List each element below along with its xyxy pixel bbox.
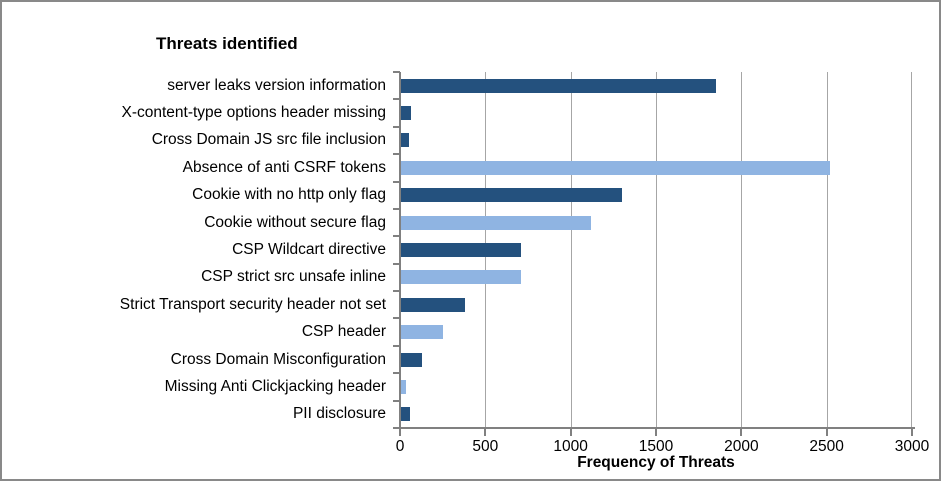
x-axis-tick-label: 500 bbox=[472, 438, 499, 455]
bar-row bbox=[400, 127, 912, 154]
category-label: CSP header bbox=[301, 323, 386, 341]
y-axis-tick bbox=[393, 207, 400, 210]
category-label: Strict Transport security header not set bbox=[119, 295, 386, 313]
bar-row bbox=[400, 264, 912, 291]
category-label: Absence of anti CSRF tokens bbox=[182, 158, 386, 176]
category-label: Cookie with no http only flag bbox=[192, 186, 386, 204]
y-axis-tick bbox=[393, 235, 400, 238]
x-axis-tick bbox=[911, 429, 913, 436]
x-axis-tick bbox=[569, 429, 572, 436]
chart-title: Threats identified bbox=[156, 34, 298, 53]
gridline-3000 bbox=[911, 72, 912, 428]
category-label: Missing Anti Clickjacking header bbox=[164, 377, 386, 395]
category-label: Cross Domain JS src file inclusion bbox=[151, 131, 386, 149]
bar-row bbox=[400, 182, 912, 209]
y-axis-tick bbox=[393, 153, 400, 156]
gridline-2500 bbox=[826, 72, 828, 428]
x-axis-title: Frequency of Threats bbox=[577, 454, 735, 471]
bar-row bbox=[400, 346, 912, 373]
bar-8 bbox=[400, 270, 522, 285]
y-axis-tick bbox=[393, 372, 400, 375]
y-axis-ticks bbox=[393, 71, 400, 429]
bar-10 bbox=[400, 325, 443, 340]
gridline-1000 bbox=[570, 72, 572, 428]
x-axis-tick-label: 1000 bbox=[553, 438, 588, 455]
x-axis-tick-label: 2000 bbox=[724, 438, 759, 455]
category-label: PII disclosure bbox=[292, 405, 386, 423]
bar-5 bbox=[400, 188, 622, 203]
bar-row bbox=[400, 401, 912, 428]
category-label: CSP Wildcart directive bbox=[232, 241, 386, 259]
y-axis-tick bbox=[393, 98, 400, 101]
bar-13 bbox=[400, 407, 411, 422]
y-axis-tick bbox=[393, 317, 400, 320]
y-axis-tick bbox=[393, 427, 400, 429]
bar-row bbox=[400, 72, 912, 99]
bar-row bbox=[400, 99, 912, 126]
x-axis-tick bbox=[655, 429, 657, 436]
y-axis-tick bbox=[393, 262, 400, 265]
bar-6 bbox=[400, 215, 592, 230]
bar-row bbox=[400, 154, 912, 181]
bar-11 bbox=[400, 352, 423, 367]
category-label: Cross Domain Misconfiguration bbox=[170, 350, 386, 368]
plot-area bbox=[393, 71, 915, 436]
y-axis-tick bbox=[393, 344, 400, 347]
category-label: server leaks version information bbox=[167, 76, 386, 94]
y-axis-tick bbox=[393, 125, 400, 128]
x-axis-tick-label: 1500 bbox=[638, 438, 674, 455]
bar-row bbox=[400, 373, 912, 400]
category-label: Cookie without secure flag bbox=[204, 213, 386, 231]
bar-row bbox=[400, 236, 912, 263]
x-axis-ticks bbox=[399, 429, 913, 436]
y-axis-tick bbox=[393, 180, 400, 183]
bar-row bbox=[400, 291, 912, 318]
x-axis-tick bbox=[740, 429, 743, 436]
bar-row bbox=[400, 209, 912, 236]
category-label: CSP strict src unsafe inline bbox=[201, 268, 386, 286]
x-axis-tick-label: 0 bbox=[395, 438, 405, 455]
x-axis-tick-label: 2500 bbox=[809, 438, 844, 455]
gridline-2000 bbox=[741, 72, 743, 428]
x-axis-line bbox=[397, 427, 915, 429]
y-axis-tick bbox=[393, 399, 400, 402]
x-axis-tick bbox=[825, 429, 828, 436]
bar-2 bbox=[400, 106, 412, 121]
category-label: X-content-type options header missing bbox=[121, 104, 386, 122]
y-axis-tick bbox=[393, 290, 400, 293]
bar-7 bbox=[400, 243, 522, 258]
x-axis-tick-labels: 0 500 1000 1500 2000 2500 3000 bbox=[396, 438, 930, 456]
bar-3 bbox=[400, 133, 410, 148]
bar-1 bbox=[400, 78, 716, 93]
x-axis-tick bbox=[399, 429, 401, 436]
bar-4 bbox=[400, 160, 831, 175]
bar-9 bbox=[400, 297, 465, 312]
bar-12 bbox=[400, 379, 406, 394]
x-axis-tick bbox=[484, 429, 487, 436]
x-axis-tick-label: 3000 bbox=[894, 438, 930, 455]
gridline-1500 bbox=[656, 72, 657, 428]
bar-row bbox=[400, 319, 912, 346]
bars-layer bbox=[400, 72, 912, 428]
y-axis-tick bbox=[393, 71, 400, 73]
y-axis-line bbox=[399, 72, 401, 429]
category-labels: server leaks version information X-conten… bbox=[2, 72, 393, 428]
